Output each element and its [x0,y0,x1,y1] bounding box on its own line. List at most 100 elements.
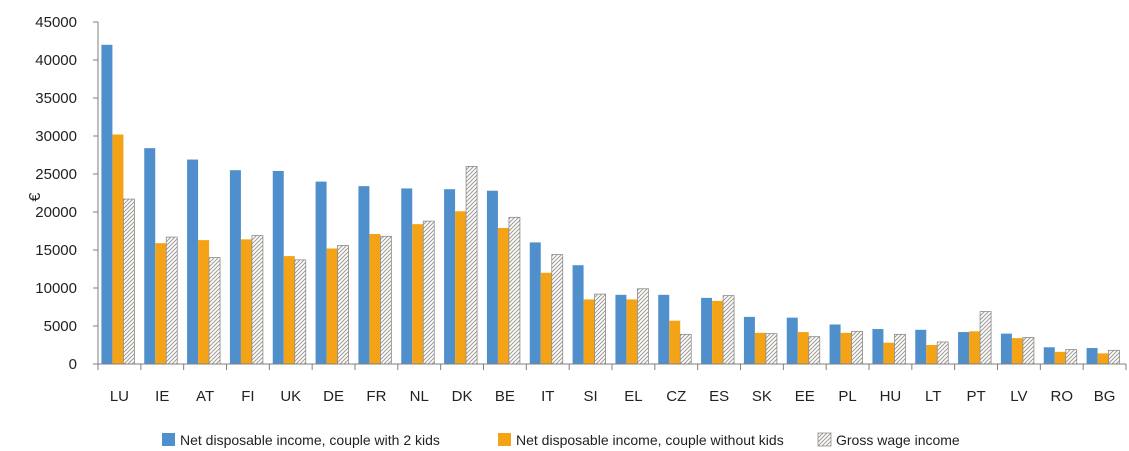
bar-couple-2-kids-lu [101,44,113,365]
bar-gross-wage-at [208,257,221,365]
bar-couple-no-kids-fi [240,239,252,364]
bar-gross-wage-bg [1108,349,1120,365]
bar-couple-no-kids-at [198,240,210,364]
bar-gross-wage-it [551,254,564,365]
legend-label: Net disposable income, couple with 2 kid… [180,432,440,448]
x-tick-label: LV [1010,388,1027,405]
bar-couple-no-kids-hu [883,342,895,364]
bar-couple-2-kids-pt [958,332,970,364]
y-tick-label: 45000 [35,14,77,31]
bar-gross-wage-lv [1022,336,1035,365]
bar-gross-wage-de [337,245,349,365]
bar-couple-no-kids-pl [840,332,852,364]
bar-gross-wage-ee [808,336,821,365]
bar-couple-2-kids-sk [743,316,755,364]
bar-gross-wage-ro [1065,349,1078,365]
bar-gross-wage-si [594,293,606,365]
bar-couple-2-kids-bg [1086,348,1098,364]
bar-gross-wage-uk [294,259,307,365]
bar-couple-2-kids-ro [1043,347,1055,364]
x-tick-label: PL [838,388,856,405]
bar-couple-2-kids-nl [401,188,413,364]
x-tick-label: HU [880,388,902,405]
bar-couple-2-kids-si [572,265,584,364]
legend-swatch [817,432,832,447]
bar-couple-2-kids-dk [444,189,456,364]
x-tick-label: CZ [666,388,686,405]
bar-couple-2-kids-be [486,190,498,364]
bar-gross-wage-cz [679,333,692,365]
bar-couple-no-kids-ro [1054,351,1066,364]
bar-couple-2-kids-fr [358,186,370,364]
bar-gross-wage-lt [936,341,949,365]
bar-couple-2-kids-es [701,297,713,364]
x-tick-label: FR [366,388,386,405]
x-tick-label: ES [709,388,729,405]
bar-couple-no-kids-si [583,299,595,364]
x-tick-label: EL [624,388,642,405]
x-tick-label: IT [541,388,554,405]
bar-couple-2-kids-ie [144,148,156,364]
bar-couple-no-kids-be [497,227,509,364]
plot-area [101,44,1120,365]
y-tick-label: 30000 [35,128,77,145]
bar-gross-wage-fr [380,235,392,365]
bar-couple-2-kids-ee [786,317,798,364]
bar-gross-wage-be [508,216,521,365]
bar-couple-no-kids-lu [112,134,124,364]
bar-couple-no-kids-el [626,299,638,364]
x-tick-label: DK [452,388,473,405]
bar-couple-no-kids-dk [455,211,467,364]
legend-swatch [498,433,511,446]
bar-gross-wage-el [637,288,649,365]
y-axis: 0 5000 10000 15000 20000 25000 30000 35000 40000… [35,14,99,373]
bar-couple-2-kids-uk [272,170,284,364]
bar-gross-wage-pl [851,330,863,365]
bar-couple-2-kids-pl [829,324,841,364]
y-tick-label: 10000 [35,280,77,297]
bar-gross-wage-fi [251,235,264,365]
x-tick-label: LT [925,388,941,405]
bar-couple-2-kids-at [187,159,199,364]
x-tick-label: FI [241,388,254,405]
legend: Net disposable income, couple with 2 kid… [162,432,960,448]
bar-couple-2-kids-el [615,294,627,364]
legend-label: Net disposable income, couple without ki… [516,432,784,448]
y-tick-label: 35000 [35,90,77,107]
y-axis-label: € [27,192,44,201]
y-tick-label: 0 [69,356,77,373]
bar-couple-no-kids-lv [1011,338,1023,364]
y-tick-label: 5000 [44,318,77,335]
x-tick-label: BG [1094,388,1116,405]
bar-couple-no-kids-es [712,300,724,364]
x-tick-label: PT [966,388,985,405]
bar-couple-no-kids-uk [283,256,295,364]
x-tick-label: BE [495,388,515,405]
x-tick-label: RO [1051,388,1074,405]
bar-gross-wage-lu [123,198,135,365]
bar-couple-no-kids-cz [669,320,681,364]
x-tick-label: DE [323,388,344,405]
bar-couple-2-kids-fi [229,170,241,364]
y-tick-label: 25000 [35,166,77,183]
bar-couple-no-kids-ie [155,243,167,364]
bar-gross-wage-ie [165,236,178,365]
bar-gross-wage-sk [765,333,778,365]
bar-couple-2-kids-lt [915,329,927,364]
bar-couple-no-kids-fr [369,234,381,364]
bar-couple-no-kids-ee [797,332,809,364]
y-tick-label: 15000 [35,242,77,259]
bar-gross-wage-es [722,295,735,365]
legend-swatch [162,433,175,446]
bar-couple-2-kids-cz [658,294,670,364]
bar-couple-no-kids-bg [1097,353,1109,364]
bar-couple-2-kids-de [315,181,327,364]
x-axis: LU IE AT FI UK DE FR NL DK BE IT SI EL CZ ES SK EE PL HU LT… [97,363,1127,405]
legend-label: Gross wage income [836,432,960,448]
x-tick-label: NL [410,388,429,405]
x-tick-label: IE [155,388,169,405]
bar-couple-2-kids-lv [1000,333,1012,364]
bar-couple-2-kids-hu [872,329,884,364]
bar-couple-no-kids-de [326,248,338,364]
x-tick-label: SI [583,388,597,405]
